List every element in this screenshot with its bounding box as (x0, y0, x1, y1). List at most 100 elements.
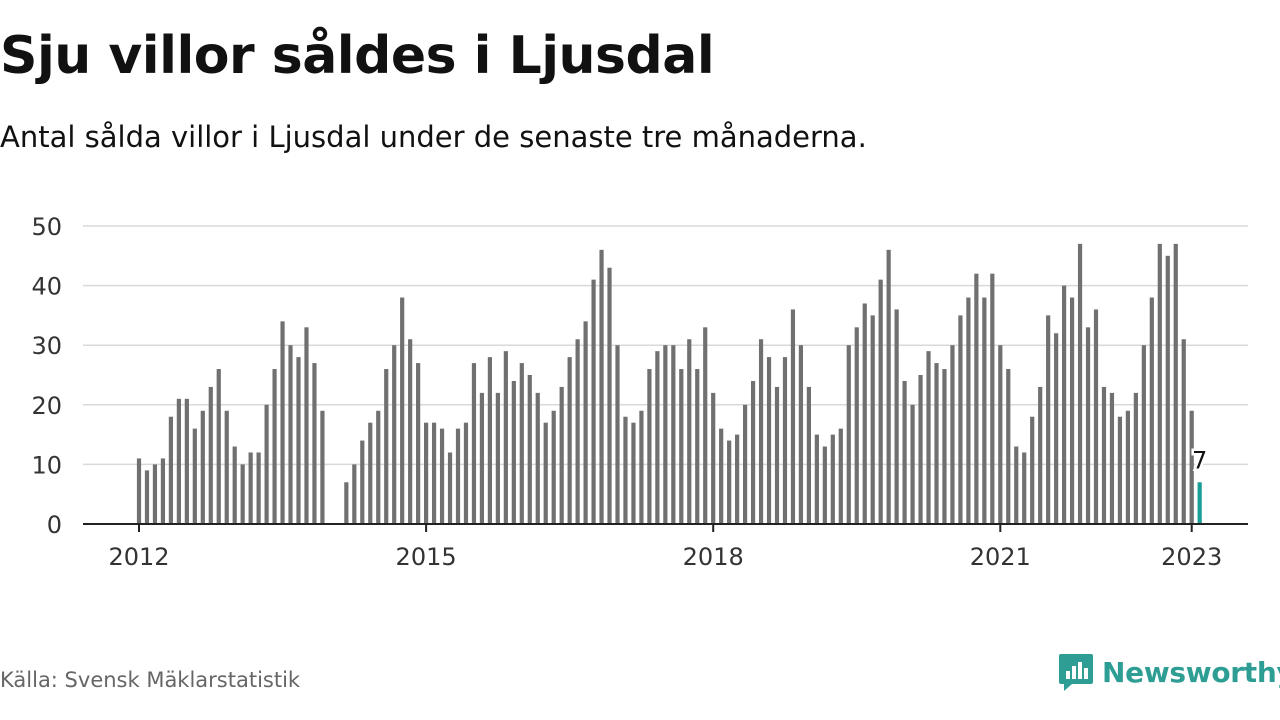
bar (1189, 410, 1194, 524)
bar (1077, 243, 1083, 524)
y-tick-label: 30 (31, 332, 62, 360)
bar (256, 452, 261, 524)
bar (447, 452, 453, 524)
bar (982, 297, 987, 524)
bar (384, 369, 389, 524)
bar (766, 357, 772, 524)
bar (671, 345, 676, 524)
y-tick-label: 50 (31, 213, 62, 241)
bar (934, 363, 939, 524)
bar (416, 363, 421, 524)
chart-title: Sju villor såldes i Ljusdal (0, 26, 715, 86)
newsworthy-logo-icon (1059, 654, 1093, 691)
bar (280, 321, 285, 524)
bar (1030, 416, 1035, 524)
bar (208, 386, 213, 524)
bar (814, 434, 819, 524)
bar (894, 309, 899, 524)
bar (296, 357, 301, 524)
bar (232, 446, 237, 524)
bar (607, 267, 612, 524)
bar (240, 464, 245, 524)
bar (1125, 410, 1130, 524)
bar (471, 363, 477, 524)
bar (631, 422, 636, 524)
bar (950, 345, 955, 524)
bar (392, 345, 397, 524)
bar (431, 422, 437, 524)
y-tick-label: 20 (31, 392, 62, 420)
bar (830, 434, 835, 524)
bar (886, 249, 891, 524)
bar (455, 428, 461, 524)
bar (424, 422, 429, 524)
bar (320, 410, 325, 524)
newsworthy-logo-text: Newsworthy (1102, 655, 1280, 689)
bar (727, 440, 732, 524)
x-tick-label: 2015 (396, 543, 457, 571)
bar (623, 416, 628, 524)
bar (200, 410, 205, 524)
bar (272, 369, 277, 524)
bar (711, 392, 716, 524)
bar (655, 351, 660, 524)
bar (1181, 339, 1186, 524)
bar (703, 327, 708, 524)
bar (782, 357, 788, 524)
bar (360, 440, 365, 524)
bar (248, 452, 253, 524)
bar (344, 482, 349, 524)
bar (376, 410, 381, 524)
bar (511, 380, 516, 524)
bar (1109, 392, 1115, 524)
bar (1157, 243, 1162, 524)
bar (1022, 452, 1027, 524)
bar (974, 273, 979, 524)
bar (503, 351, 508, 524)
bar (1141, 345, 1146, 524)
y-tick-label: 0 (47, 511, 62, 539)
bar (942, 369, 947, 524)
bar (400, 297, 405, 524)
bar (304, 327, 309, 524)
bar (1062, 285, 1067, 524)
bar (647, 369, 652, 524)
bar (679, 369, 684, 524)
bar (735, 434, 740, 524)
bar (615, 345, 620, 524)
bar (902, 380, 907, 524)
last-value-label: 7 (1192, 446, 1207, 474)
bar (639, 410, 644, 524)
bar (1165, 255, 1170, 525)
bar (1038, 386, 1043, 524)
bar (599, 249, 604, 524)
bar (1054, 333, 1059, 524)
bar (1069, 297, 1075, 524)
bar (926, 351, 931, 524)
bar (998, 345, 1003, 524)
bar (176, 398, 181, 524)
bar (743, 404, 748, 524)
bar (192, 428, 197, 524)
bar (567, 357, 572, 524)
bar (838, 428, 843, 524)
bar (463, 422, 469, 524)
bar (591, 279, 596, 524)
bar (958, 315, 963, 524)
bar (687, 339, 692, 524)
bar (719, 428, 724, 524)
bar (551, 410, 556, 524)
bar (790, 309, 796, 524)
bar (152, 464, 158, 524)
bar (1046, 315, 1051, 524)
bar (168, 416, 173, 524)
y-tick-label: 40 (31, 273, 62, 301)
bar (870, 315, 875, 524)
bar (966, 297, 971, 524)
newsworthy-logo: Newsworthy (1058, 652, 1280, 692)
bar (1149, 297, 1154, 524)
bar (990, 273, 995, 524)
bar (495, 392, 500, 524)
bar (559, 386, 564, 524)
x-tick-label: 2023 (1161, 543, 1222, 571)
